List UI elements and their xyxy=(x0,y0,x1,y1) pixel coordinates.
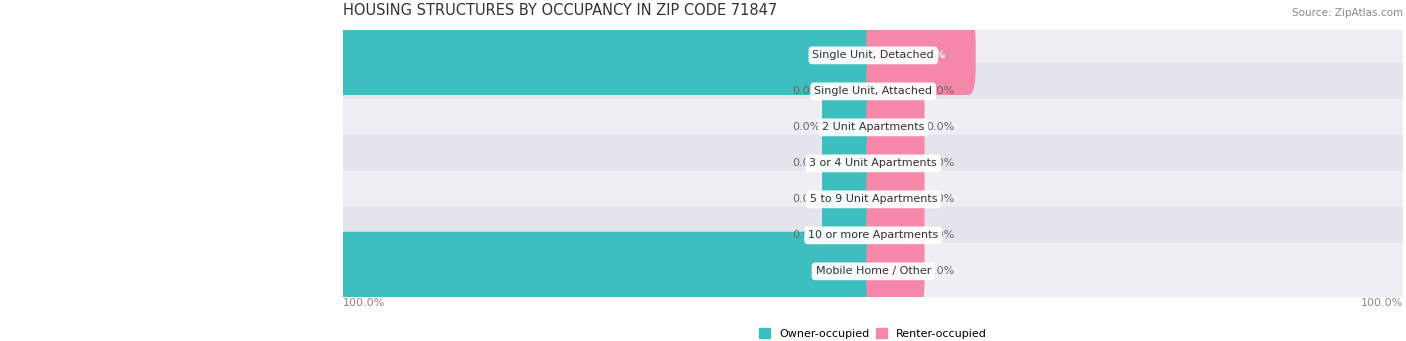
FancyBboxPatch shape xyxy=(823,52,880,131)
Text: 0.0%: 0.0% xyxy=(927,194,955,204)
Text: 0.0%: 0.0% xyxy=(792,230,820,240)
Text: 100.0%: 100.0% xyxy=(13,266,58,276)
FancyBboxPatch shape xyxy=(866,124,925,203)
Text: Source: ZipAtlas.com: Source: ZipAtlas.com xyxy=(1292,8,1403,18)
FancyBboxPatch shape xyxy=(823,124,880,203)
Text: 0.0%: 0.0% xyxy=(792,158,820,168)
Text: 10.8%: 10.8% xyxy=(908,50,946,60)
FancyBboxPatch shape xyxy=(340,170,1406,228)
FancyBboxPatch shape xyxy=(79,16,880,95)
Text: 0.0%: 0.0% xyxy=(927,266,955,276)
FancyBboxPatch shape xyxy=(340,135,1406,192)
Text: 5 to 9 Unit Apartments: 5 to 9 Unit Apartments xyxy=(810,194,936,204)
Text: 0.0%: 0.0% xyxy=(792,122,820,132)
FancyBboxPatch shape xyxy=(866,88,925,167)
FancyBboxPatch shape xyxy=(340,63,1406,120)
Text: Single Unit, Attached: Single Unit, Attached xyxy=(814,86,932,97)
Text: 0.0%: 0.0% xyxy=(792,86,820,97)
Text: 0.0%: 0.0% xyxy=(927,230,955,240)
FancyBboxPatch shape xyxy=(0,232,880,311)
Text: Single Unit, Detached: Single Unit, Detached xyxy=(813,50,934,60)
Legend: Owner-occupied, Renter-occupied: Owner-occupied, Renter-occupied xyxy=(759,328,987,339)
FancyBboxPatch shape xyxy=(340,242,1406,300)
FancyBboxPatch shape xyxy=(340,207,1406,264)
FancyBboxPatch shape xyxy=(823,160,880,239)
Text: 10 or more Apartments: 10 or more Apartments xyxy=(808,230,938,240)
FancyBboxPatch shape xyxy=(866,196,925,275)
Text: 0.0%: 0.0% xyxy=(927,158,955,168)
FancyBboxPatch shape xyxy=(866,232,925,311)
Text: 100.0%: 100.0% xyxy=(343,298,385,308)
Text: 0.0%: 0.0% xyxy=(792,194,820,204)
Text: HOUSING STRUCTURES BY OCCUPANCY IN ZIP CODE 71847: HOUSING STRUCTURES BY OCCUPANCY IN ZIP C… xyxy=(343,3,778,18)
FancyBboxPatch shape xyxy=(866,16,976,95)
Text: 0.0%: 0.0% xyxy=(927,122,955,132)
Text: 2 Unit Apartments: 2 Unit Apartments xyxy=(823,122,925,132)
FancyBboxPatch shape xyxy=(866,52,925,131)
FancyBboxPatch shape xyxy=(340,27,1406,84)
FancyBboxPatch shape xyxy=(340,99,1406,156)
Text: 3 or 4 Unit Apartments: 3 or 4 Unit Apartments xyxy=(810,158,938,168)
FancyBboxPatch shape xyxy=(823,88,880,167)
Text: 89.2%: 89.2% xyxy=(107,50,146,60)
Text: 0.0%: 0.0% xyxy=(927,86,955,97)
Text: Mobile Home / Other: Mobile Home / Other xyxy=(815,266,931,276)
FancyBboxPatch shape xyxy=(866,160,925,239)
Text: 100.0%: 100.0% xyxy=(1361,298,1403,308)
FancyBboxPatch shape xyxy=(823,196,880,275)
